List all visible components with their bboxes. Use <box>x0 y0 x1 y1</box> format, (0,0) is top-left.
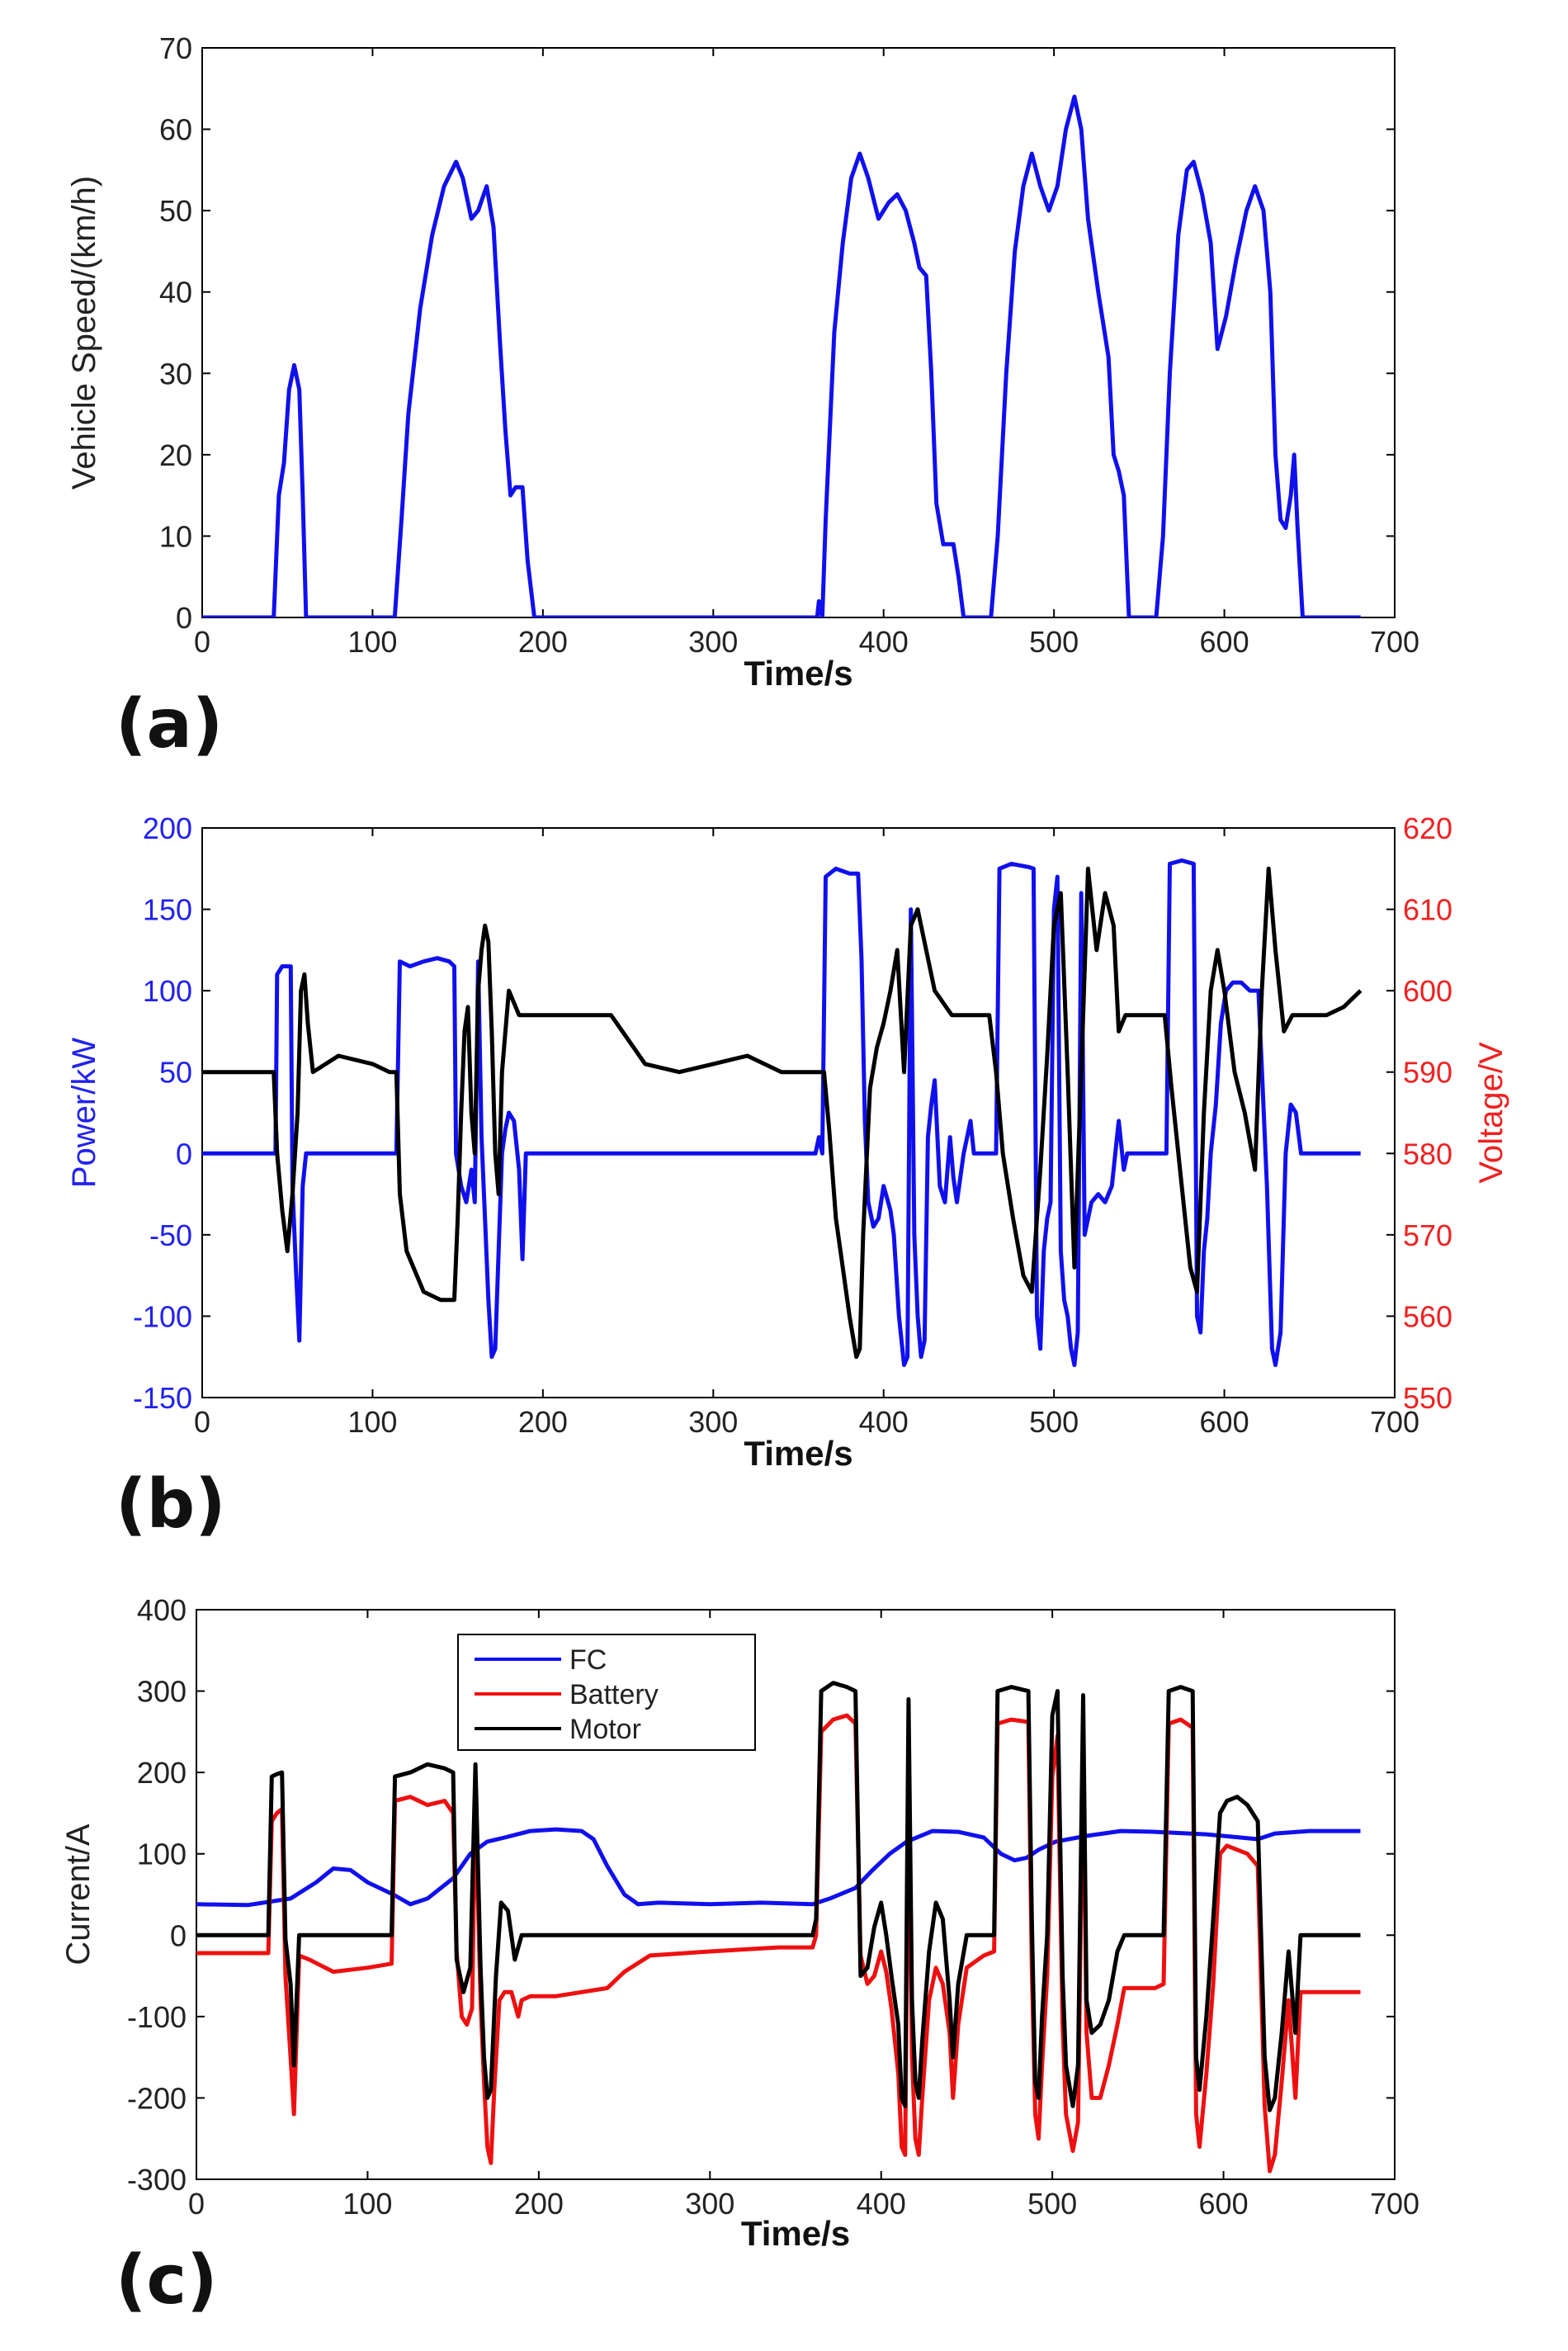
x-tick-label: 300 <box>688 1405 738 1439</box>
speed-axis-label: Vehicle Speed/(km/h) <box>66 176 102 490</box>
x-tick-label: 0 <box>188 2187 205 2221</box>
x-tick-label: 600 <box>1200 1405 1249 1439</box>
y-tick-label: 100 <box>137 1838 187 1871</box>
y-tick-label: -200 <box>127 2081 187 2115</box>
series-line-motor <box>196 1681 1361 2112</box>
x-tick-label: 700 <box>1370 1405 1419 1439</box>
y-tick-label: 0 <box>176 1137 192 1171</box>
y-right-tick-label: 590 <box>1403 1056 1452 1090</box>
y-tick-label: 20 <box>159 438 192 472</box>
x-tick-label: 100 <box>347 625 397 659</box>
y-tick-label: 300 <box>137 1675 187 1709</box>
series-line-power <box>202 858 1361 1368</box>
y-tick-label: 50 <box>159 1056 192 1090</box>
panel-label: (c) <box>116 2241 218 2320</box>
y-tick-label: 50 <box>159 194 192 228</box>
y-tick-label: 200 <box>137 1756 187 1790</box>
x-tick-label: 400 <box>859 625 909 659</box>
y-right-tick-label: 610 <box>1403 893 1452 927</box>
series-line-voltage <box>202 866 1363 1360</box>
x-tick-label: 0 <box>194 1405 210 1439</box>
y-tick-label: -100 <box>127 2000 187 2034</box>
series-line-fc <box>196 1827 1361 1908</box>
x-tick-label: 600 <box>1200 625 1249 659</box>
x-tick-label: 100 <box>347 1405 397 1439</box>
x-tick-label: 200 <box>518 1405 568 1439</box>
y-tick-label: 70 <box>159 31 192 65</box>
legend-label: FC <box>569 1644 607 1676</box>
y-tick-label: 150 <box>143 893 192 927</box>
voltage-axis-label: Voltage/V <box>1473 1042 1509 1184</box>
panel-label: (a) <box>116 685 223 764</box>
y-tick-label: 200 <box>143 811 192 845</box>
x-tick-label: 700 <box>1370 2187 1419 2221</box>
y-right-tick-label: 600 <box>1403 974 1452 1008</box>
y-tick-label: 400 <box>137 1593 187 1627</box>
legend-label: Motor <box>569 1714 641 1745</box>
y-tick-label: 100 <box>143 974 192 1008</box>
x-tick-label: 400 <box>859 1405 909 1439</box>
x-tick-label: 0 <box>194 625 210 659</box>
y-tick-label: 60 <box>159 113 192 147</box>
x-tick-label: 700 <box>1370 625 1419 659</box>
y-right-tick-label: 560 <box>1403 1299 1452 1333</box>
power-axis-label: Power/kW <box>66 1038 102 1188</box>
panel-label: (b) <box>116 1465 226 1544</box>
current-axis-label: Current/A <box>60 1824 97 1965</box>
x-tick-label: 300 <box>688 625 738 659</box>
x-tick-label: 500 <box>1029 625 1079 659</box>
y-tick-label: -100 <box>133 1299 192 1333</box>
x-tick-label: 500 <box>1027 2187 1077 2221</box>
x-tick-label: 600 <box>1199 2187 1249 2221</box>
y-tick-label: -300 <box>127 2163 187 2197</box>
y-tick-label: 30 <box>159 357 192 390</box>
y-tick-label: 0 <box>170 1918 187 1952</box>
y-right-tick-label: 550 <box>1403 1381 1452 1415</box>
x-axis-label: Time/s <box>744 654 852 693</box>
y-tick-label: 10 <box>159 519 192 553</box>
x-tick-label: 200 <box>514 2187 564 2221</box>
power-voltage-chart-panel: 0 100 200 300 400 500 600 700 -150 -100 -50 0 50 100 1… <box>66 811 1509 1544</box>
y-right-tick-label: 570 <box>1403 1218 1452 1252</box>
x-tick-label: 100 <box>342 2187 392 2221</box>
y-right-tick-label: 580 <box>1403 1137 1452 1171</box>
x-tick-label: 300 <box>685 2187 734 2221</box>
x-axis-label: Time/s <box>744 1434 852 1473</box>
series-line-vehicle-speed <box>202 94 1361 617</box>
y-right-tick-label: 620 <box>1403 811 1452 845</box>
x-tick-label: 200 <box>518 625 568 659</box>
y-tick-label: 0 <box>176 601 192 635</box>
y-tick-label: 40 <box>159 276 192 310</box>
x-tick-label: 500 <box>1029 1405 1079 1439</box>
y-tick-label: -150 <box>133 1381 192 1415</box>
x-axis-label: Time/s <box>741 2214 850 2253</box>
speed-chart-panel: 0 100 200 300 400 500 600 700 0 10 20 30 40 50 60 70 Tim… <box>66 31 1419 764</box>
x-tick-label: 400 <box>857 2187 906 2221</box>
y-tick-label: -50 <box>149 1218 192 1252</box>
legend-label: Battery <box>569 1679 659 1710</box>
current-chart-panel: 0 100 200 300 400 500 600 700 -300 -200 -100 0 100 20… <box>60 1593 1419 2320</box>
